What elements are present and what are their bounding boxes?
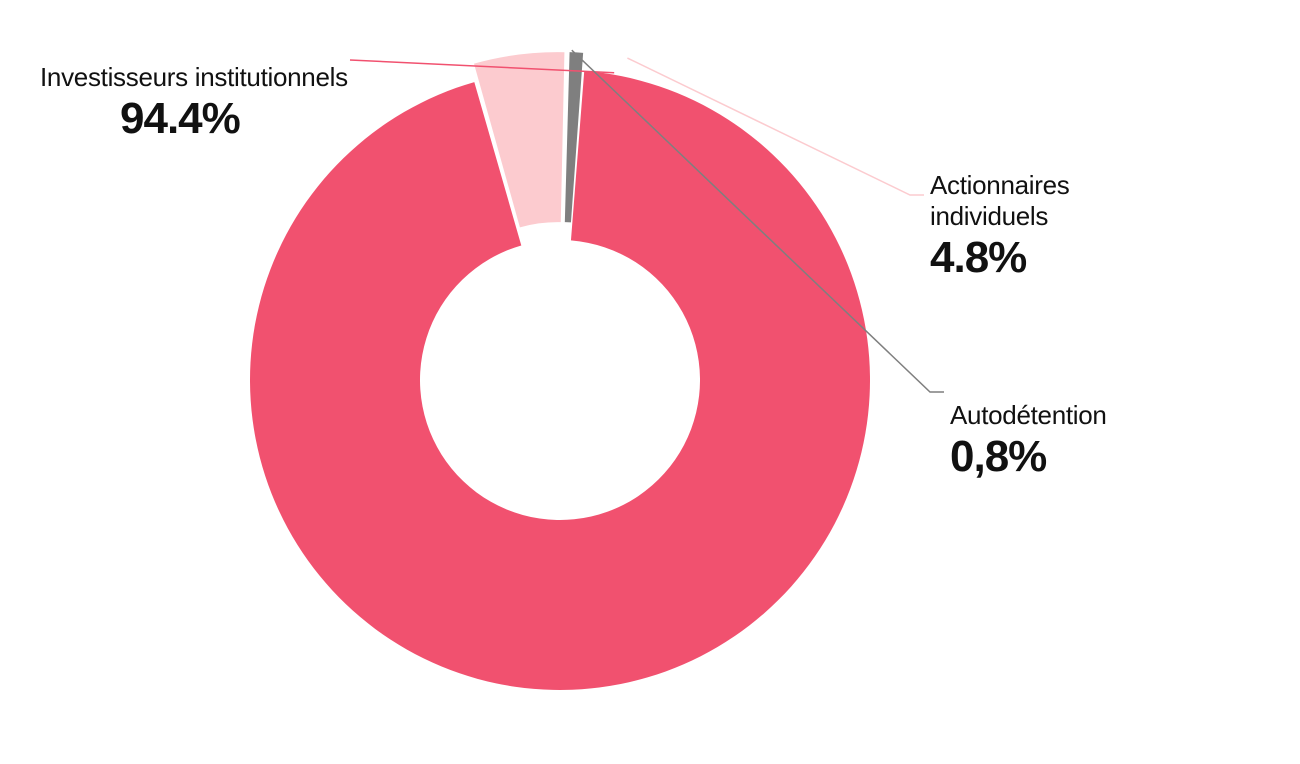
slice-name-individual: Actionnairesindividuels [930,170,1069,232]
slice-value-individual: 4.8% [930,234,1069,282]
slice-label-self: Autodétention 0,8% [950,400,1107,482]
slice-label-institutional: Investisseurs institutionnels 94.4% [40,62,348,144]
donut-chart: Investisseurs institutionnels 94.4% Acti… [0,0,1300,764]
slice-value-self: 0,8% [950,433,1107,481]
slice-label-individual: Actionnairesindividuels 4.8% [930,170,1069,283]
slice-value-institutional: 94.4% [40,95,348,143]
slice-name-self: Autodétention [950,400,1107,431]
slice-name-institutional: Investisseurs institutionnels [40,62,348,93]
